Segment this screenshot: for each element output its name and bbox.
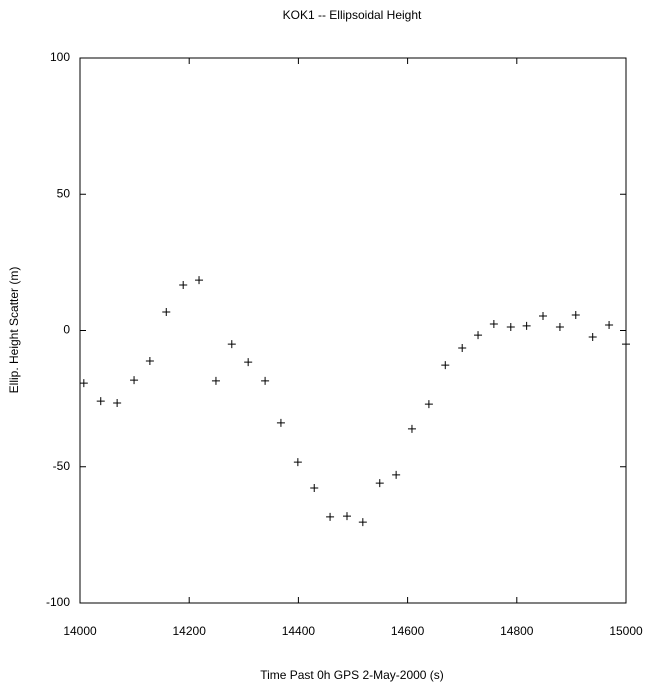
point	[244, 358, 253, 367]
y-tick-label: 0	[63, 323, 70, 337]
point	[113, 398, 122, 407]
point	[261, 376, 270, 385]
point	[79, 379, 88, 388]
point	[342, 512, 351, 521]
point	[458, 343, 467, 352]
point	[145, 357, 154, 366]
x-tick-label: 14200	[173, 624, 207, 638]
point	[293, 458, 302, 467]
point	[130, 376, 139, 385]
y-tick-label: -50	[53, 459, 71, 473]
x-axis-label: Time Past 0h GPS 2-May-2000 (s)	[260, 668, 444, 682]
x-tick-label: 14800	[500, 624, 534, 638]
point	[358, 518, 367, 527]
point	[227, 340, 236, 349]
point	[96, 397, 105, 406]
point	[162, 307, 171, 316]
chart-title: KOK1 -- Ellipsoidal Height	[283, 8, 422, 22]
point	[522, 321, 531, 330]
point	[474, 331, 483, 340]
x-tick-label: 14400	[282, 624, 316, 638]
point	[622, 340, 630, 349]
point	[310, 484, 319, 493]
y-tick-label: 100	[50, 50, 70, 64]
point	[489, 319, 498, 328]
x-tick-label: 15000	[609, 624, 643, 638]
point	[571, 310, 580, 319]
y-axis-label: Ellip. Height Scatter (m)	[7, 267, 21, 394]
x-tick-label: 14600	[391, 624, 425, 638]
point	[276, 418, 285, 427]
point	[211, 376, 220, 385]
x-tick-label: 14000	[63, 624, 97, 638]
point	[179, 280, 188, 289]
y-tick-label: -100	[46, 595, 70, 609]
point	[392, 470, 401, 479]
point	[539, 312, 548, 321]
point	[375, 479, 384, 488]
y-tick-label: 50	[57, 186, 71, 200]
point	[588, 333, 597, 342]
point	[326, 512, 335, 521]
point	[195, 276, 204, 285]
point	[407, 424, 416, 433]
point	[424, 400, 433, 409]
point	[441, 361, 450, 370]
point	[605, 321, 614, 330]
point	[555, 322, 564, 331]
point	[506, 322, 515, 331]
